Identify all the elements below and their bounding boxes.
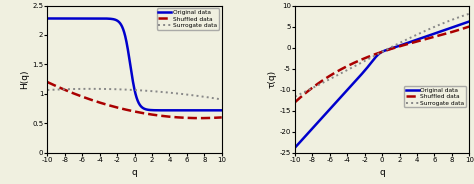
Surrogate data [292,95,298,98]
Surrogate data [431,26,437,28]
Surrogate data [63,88,68,90]
Y-axis label: τ(q): τ(q) [267,70,276,88]
Shuffled data [431,36,437,38]
Surrogate data [115,88,121,90]
Shuffled data [45,81,50,83]
Original data [115,20,121,22]
Original data [183,109,189,112]
Shuffled data [412,41,418,43]
Original data [63,17,68,20]
Line: Shuffled data: Shuffled data [295,26,469,102]
Surrogate data [181,93,186,95]
Surrogate data [121,89,127,91]
Surrogate data [428,27,434,29]
Y-axis label: H(q): H(q) [20,69,29,89]
Original data [292,147,298,149]
X-axis label: q: q [379,168,385,177]
Original data [412,39,418,42]
Surrogate data [310,87,316,89]
Original data [428,34,434,36]
Line: Original data: Original data [295,22,469,148]
Surrogate data [363,59,368,62]
Surrogate data [369,56,374,58]
Line: Original data: Original data [47,18,222,110]
Surrogate data [184,93,190,96]
Surrogate data [45,89,50,91]
Original data [466,20,472,23]
Original data [45,17,50,20]
Shuffled data [181,117,186,119]
Surrogate data [164,91,170,93]
Original data [369,61,374,63]
Shuffled data [466,25,472,28]
Original data [431,33,437,35]
Surrogate data [88,88,94,90]
Original data [363,69,368,71]
Surrogate data [219,98,225,100]
Shuffled data [292,101,298,103]
Surrogate data [412,35,418,37]
Shuffled data [121,108,127,110]
Shuffled data [183,117,189,119]
Legend: Original data, Shuffled data, Surrogate data: Original data, Shuffled data, Surrogate … [156,8,219,29]
Line: Surrogate data: Surrogate data [295,14,469,97]
Surrogate data [466,13,472,15]
Original data [121,31,127,33]
Shuffled data [310,86,316,89]
Shuffled data [363,57,368,59]
Shuffled data [197,117,203,119]
Original data [181,109,186,112]
Original data [310,127,316,129]
Shuffled data [219,116,225,118]
Original data [164,109,170,112]
Shuffled data [428,37,434,39]
Shuffled data [164,115,170,118]
Shuffled data [63,89,68,91]
Line: Surrogate data: Surrogate data [47,89,222,99]
Original data [219,109,225,112]
X-axis label: q: q [132,168,137,177]
Shuffled data [369,54,374,57]
Shuffled data [115,107,121,109]
Line: Shuffled data: Shuffled data [47,82,222,118]
Legend: Original data, Shuffled data, Surrogate data: Original data, Shuffled data, Surrogate … [404,86,466,107]
